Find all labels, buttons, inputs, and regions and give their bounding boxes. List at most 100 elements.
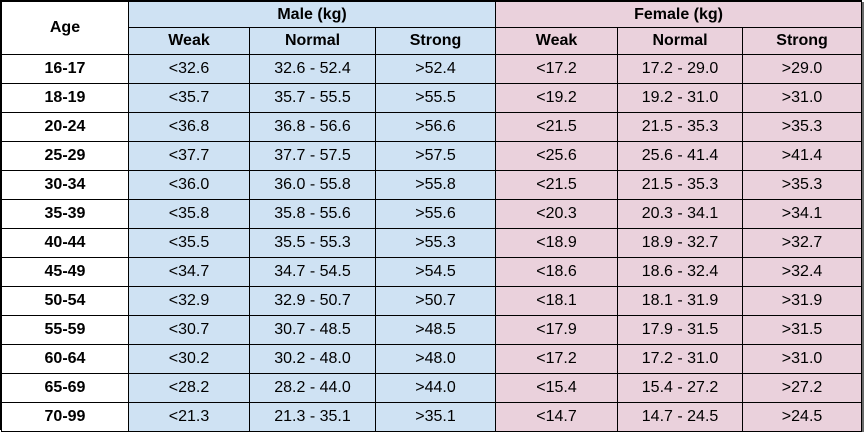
male-strong-cell: >48.5 xyxy=(374,315,497,345)
female-weak-cell: <17.2 xyxy=(495,54,619,84)
age-cell: 45-49 xyxy=(1,257,129,287)
female-group-header: Female (kg) xyxy=(495,1,863,28)
female-strong-cell: >35.3 xyxy=(742,170,863,200)
male-strong-cell: >56.6 xyxy=(374,112,497,142)
female-normal-header: Normal xyxy=(617,27,744,55)
female-weak-cell: <18.1 xyxy=(495,286,619,316)
male-normal-cell: 28.2 - 44.0 xyxy=(249,373,376,403)
male-weak-cell: <32.9 xyxy=(128,286,250,316)
male-strong-cell: >54.5 xyxy=(374,257,497,287)
female-weak-cell: <14.7 xyxy=(495,402,619,432)
male-weak-cell: <30.2 xyxy=(128,344,250,374)
female-weak-cell: <20.3 xyxy=(495,199,619,229)
female-weak-cell: <15.4 xyxy=(495,373,619,403)
male-weak-cell: <30.7 xyxy=(128,315,250,345)
male-strong-cell: >55.8 xyxy=(374,170,497,200)
table-row: 30-34 <36.0 36.0 - 55.8 >55.8 <21.5 21.5 - 35… xyxy=(1,170,863,200)
table-header: Age Male (kg) Female (kg) Weak Normal St… xyxy=(1,1,863,55)
female-normal-cell: 21.5 - 35.3 xyxy=(617,112,744,142)
male-strong-cell: >48.0 xyxy=(374,344,497,374)
female-normal-cell: 21.5 - 35.3 xyxy=(617,170,744,200)
table-body: 16-17 <32.6 32.6 - 52.4 >52.4 <17.2 17.2 - 29… xyxy=(1,54,863,432)
male-weak-cell: <35.8 xyxy=(128,199,250,229)
table-row: 65-69 <28.2 28.2 - 44.0 >44.0 <15.4 15.4 - 27… xyxy=(1,373,863,403)
table-row: 60-64 <30.2 30.2 - 48.0 >48.0 <17.2 17.2 - 31… xyxy=(1,344,863,374)
male-strong-cell: >55.5 xyxy=(374,83,497,113)
female-strong-cell: >31.9 xyxy=(742,286,863,316)
age-cell: 18-19 xyxy=(1,83,129,113)
female-normal-cell: 17.9 - 31.5 xyxy=(617,315,744,345)
table-row: 70-99 <21.3 21.3 - 35.1 >35.1 <14.7 14.7 - 24… xyxy=(1,402,863,432)
female-weak-cell: <25.6 xyxy=(495,141,619,171)
female-normal-cell: 18.6 - 32.4 xyxy=(617,257,744,287)
age-cell: 25-29 xyxy=(1,141,129,171)
table-row: 25-29 <37.7 37.7 - 57.5 >57.5 <25.6 25.6 - 41… xyxy=(1,141,863,171)
male-normal-cell: 35.5 - 55.3 xyxy=(249,228,376,258)
male-weak-cell: <35.5 xyxy=(128,228,250,258)
age-cell: 70-99 xyxy=(1,402,129,432)
female-weak-header: Weak xyxy=(495,27,619,55)
age-cell: 40-44 xyxy=(1,228,129,258)
male-strong-cell: >55.6 xyxy=(374,199,497,229)
male-strong-cell: >35.1 xyxy=(374,402,497,432)
male-normal-cell: 36.0 - 55.8 xyxy=(249,170,376,200)
male-normal-cell: 30.2 - 48.0 xyxy=(249,344,376,374)
female-weak-cell: <19.2 xyxy=(495,83,619,113)
female-normal-cell: 18.9 - 32.7 xyxy=(617,228,744,258)
male-normal-cell: 36.8 - 56.6 xyxy=(249,112,376,142)
male-strong-cell: >55.3 xyxy=(374,228,497,258)
female-weak-cell: <21.5 xyxy=(495,112,619,142)
female-strong-cell: >31.0 xyxy=(742,83,863,113)
female-strong-cell: >29.0 xyxy=(742,54,863,84)
female-strong-cell: >32.7 xyxy=(742,228,863,258)
age-cell: 60-64 xyxy=(1,344,129,374)
female-normal-cell: 19.2 - 31.0 xyxy=(617,83,744,113)
female-normal-cell: 14.7 - 24.5 xyxy=(617,402,744,432)
female-strong-cell: >32.4 xyxy=(742,257,863,287)
female-normal-cell: 17.2 - 31.0 xyxy=(617,344,744,374)
male-normal-cell: 32.9 - 50.7 xyxy=(249,286,376,316)
male-normal-cell: 35.7 - 55.5 xyxy=(249,83,376,113)
female-strong-cell: >41.4 xyxy=(742,141,863,171)
female-strong-cell: >24.5 xyxy=(742,402,863,432)
female-normal-cell: 25.6 - 41.4 xyxy=(617,141,744,171)
age-cell: 16-17 xyxy=(1,54,129,84)
table-row: 55-59 <30.7 30.7 - 48.5 >48.5 <17.9 17.9 - 31… xyxy=(1,315,863,345)
male-weak-cell: <34.7 xyxy=(128,257,250,287)
age-cell: 55-59 xyxy=(1,315,129,345)
female-weak-cell: <18.6 xyxy=(495,257,619,287)
male-weak-cell: <36.0 xyxy=(128,170,250,200)
male-weak-header: Weak xyxy=(128,27,250,55)
age-cell: 20-24 xyxy=(1,112,129,142)
male-weak-cell: <32.6 xyxy=(128,54,250,84)
male-weak-cell: <36.8 xyxy=(128,112,250,142)
female-weak-cell: <17.9 xyxy=(495,315,619,345)
header-row-columns: Weak Normal Strong Weak Normal Strong xyxy=(2,27,863,55)
female-normal-cell: 20.3 - 34.1 xyxy=(617,199,744,229)
table-row: 50-54 <32.9 32.9 - 50.7 >50.7 <18.1 18.1 - 31… xyxy=(1,286,863,316)
female-strong-cell: >34.1 xyxy=(742,199,863,229)
male-normal-cell: 37.7 - 57.5 xyxy=(249,141,376,171)
header-row-groups: Age Male (kg) Female (kg) xyxy=(1,1,863,55)
female-strong-cell: >27.2 xyxy=(742,373,863,403)
age-cell: 50-54 xyxy=(1,286,129,316)
male-normal-cell: 30.7 - 48.5 xyxy=(249,315,376,345)
male-strong-cell: >52.4 xyxy=(374,54,497,84)
male-normal-cell: 21.3 - 35.1 xyxy=(249,402,376,432)
age-cell: 30-34 xyxy=(1,170,129,200)
female-normal-cell: 17.2 - 29.0 xyxy=(617,54,744,84)
table-row: 20-24 <36.8 36.8 - 56.6 >56.6 <21.5 21.5 - 35… xyxy=(1,112,863,142)
male-normal-cell: 34.7 - 54.5 xyxy=(249,257,376,287)
male-strong-cell: >44.0 xyxy=(374,373,497,403)
table-row: 16-17 <32.6 32.6 - 52.4 >52.4 <17.2 17.2 - 29… xyxy=(1,54,863,84)
male-group-header: Male (kg) xyxy=(127,1,497,28)
male-strong-header: Strong xyxy=(374,27,497,55)
female-weak-cell: <17.2 xyxy=(495,344,619,374)
female-strong-header: Strong xyxy=(742,27,863,55)
age-column-header: Age xyxy=(1,1,129,55)
female-weak-cell: <18.9 xyxy=(495,228,619,258)
male-weak-cell: <28.2 xyxy=(128,373,250,403)
male-weak-cell: <37.7 xyxy=(128,141,250,171)
